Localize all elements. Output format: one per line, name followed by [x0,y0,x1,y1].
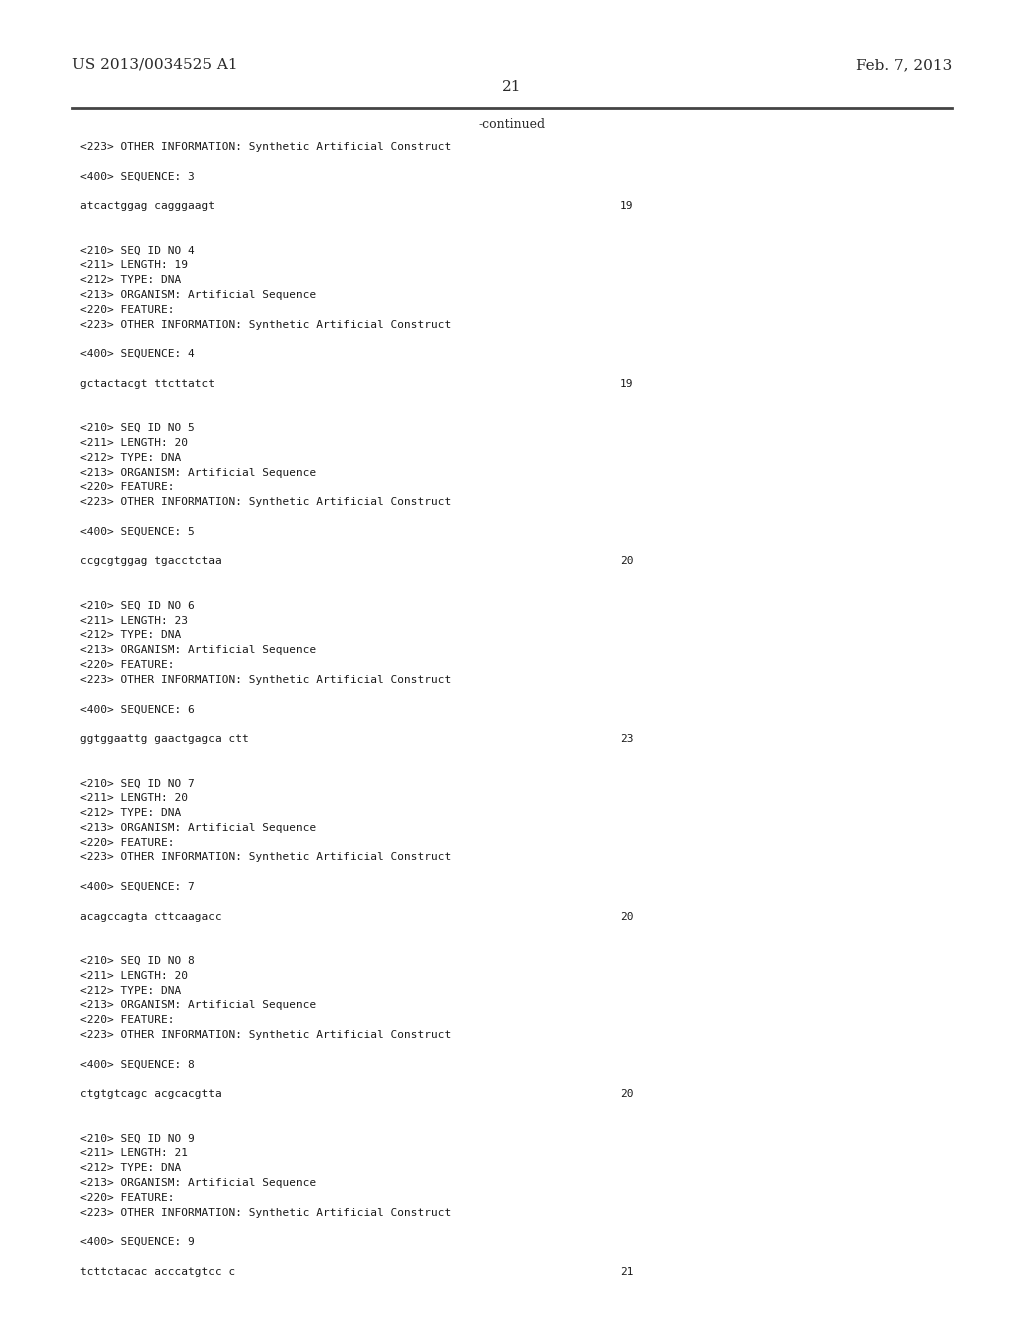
Text: <223> OTHER INFORMATION: Synthetic Artificial Construct: <223> OTHER INFORMATION: Synthetic Artif… [80,675,452,685]
Text: <220> FEATURE:: <220> FEATURE: [80,1193,174,1203]
Text: <211> LENGTH: 21: <211> LENGTH: 21 [80,1148,188,1159]
Text: <223> OTHER INFORMATION: Synthetic Artificial Construct: <223> OTHER INFORMATION: Synthetic Artif… [80,319,452,330]
Text: <212> TYPE: DNA: <212> TYPE: DNA [80,631,181,640]
Text: <210> SEQ ID NO 6: <210> SEQ ID NO 6 [80,601,195,611]
Text: <400> SEQUENCE: 6: <400> SEQUENCE: 6 [80,705,195,714]
Text: ggtggaattg gaactgagca ctt: ggtggaattg gaactgagca ctt [80,734,249,744]
Text: <400> SEQUENCE: 7: <400> SEQUENCE: 7 [80,882,195,892]
Text: <213> ORGANISM: Artificial Sequence: <213> ORGANISM: Artificial Sequence [80,290,316,300]
Text: <210> SEQ ID NO 7: <210> SEQ ID NO 7 [80,779,195,788]
Text: <211> LENGTH: 19: <211> LENGTH: 19 [80,260,188,271]
Text: <220> FEATURE:: <220> FEATURE: [80,305,174,314]
Text: <211> LENGTH: 23: <211> LENGTH: 23 [80,615,188,626]
Text: <211> LENGTH: 20: <211> LENGTH: 20 [80,438,188,447]
Text: <213> ORGANISM: Artificial Sequence: <213> ORGANISM: Artificial Sequence [80,467,316,478]
Text: <212> TYPE: DNA: <212> TYPE: DNA [80,453,181,463]
Text: <220> FEATURE:: <220> FEATURE: [80,1015,174,1026]
Text: <210> SEQ ID NO 8: <210> SEQ ID NO 8 [80,956,195,966]
Text: ctgtgtcagc acgcacgtta: ctgtgtcagc acgcacgtta [80,1089,222,1100]
Text: <213> ORGANISM: Artificial Sequence: <213> ORGANISM: Artificial Sequence [80,822,316,833]
Text: <211> LENGTH: 20: <211> LENGTH: 20 [80,793,188,803]
Text: 19: 19 [620,379,634,389]
Text: <213> ORGANISM: Artificial Sequence: <213> ORGANISM: Artificial Sequence [80,645,316,655]
Text: -continued: -continued [478,117,546,131]
Text: <223> OTHER INFORMATION: Synthetic Artificial Construct: <223> OTHER INFORMATION: Synthetic Artif… [80,143,452,152]
Text: US 2013/0034525 A1: US 2013/0034525 A1 [72,58,238,73]
Text: <400> SEQUENCE: 8: <400> SEQUENCE: 8 [80,1060,195,1069]
Text: 21: 21 [620,1267,634,1276]
Text: <400> SEQUENCE: 9: <400> SEQUENCE: 9 [80,1237,195,1247]
Text: <223> OTHER INFORMATION: Synthetic Artificial Construct: <223> OTHER INFORMATION: Synthetic Artif… [80,1208,452,1217]
Text: <220> FEATURE:: <220> FEATURE: [80,660,174,671]
Text: tcttctacac acccatgtcc c: tcttctacac acccatgtcc c [80,1267,236,1276]
Text: <211> LENGTH: 20: <211> LENGTH: 20 [80,970,188,981]
Text: <210> SEQ ID NO 9: <210> SEQ ID NO 9 [80,1134,195,1143]
Text: atcactggag cagggaagt: atcactggag cagggaagt [80,201,215,211]
Text: 21: 21 [502,81,522,94]
Text: acagccagta cttcaagacc: acagccagta cttcaagacc [80,912,222,921]
Text: <400> SEQUENCE: 4: <400> SEQUENCE: 4 [80,350,195,359]
Text: 20: 20 [620,1089,634,1100]
Text: 20: 20 [620,557,634,566]
Text: <223> OTHER INFORMATION: Synthetic Artificial Construct: <223> OTHER INFORMATION: Synthetic Artif… [80,853,452,862]
Text: <223> OTHER INFORMATION: Synthetic Artificial Construct: <223> OTHER INFORMATION: Synthetic Artif… [80,498,452,507]
Text: <223> OTHER INFORMATION: Synthetic Artificial Construct: <223> OTHER INFORMATION: Synthetic Artif… [80,1030,452,1040]
Text: 20: 20 [620,912,634,921]
Text: <210> SEQ ID NO 4: <210> SEQ ID NO 4 [80,246,195,256]
Text: <212> TYPE: DNA: <212> TYPE: DNA [80,986,181,995]
Text: <212> TYPE: DNA: <212> TYPE: DNA [80,275,181,285]
Text: ccgcgtggag tgacctctaa: ccgcgtggag tgacctctaa [80,557,222,566]
Text: <212> TYPE: DNA: <212> TYPE: DNA [80,1163,181,1173]
Text: <400> SEQUENCE: 3: <400> SEQUENCE: 3 [80,172,195,182]
Text: <220> FEATURE:: <220> FEATURE: [80,838,174,847]
Text: <400> SEQUENCE: 5: <400> SEQUENCE: 5 [80,527,195,537]
Text: <212> TYPE: DNA: <212> TYPE: DNA [80,808,181,818]
Text: gctactacgt ttcttatct: gctactacgt ttcttatct [80,379,215,389]
Text: <220> FEATURE:: <220> FEATURE: [80,482,174,492]
Text: <213> ORGANISM: Artificial Sequence: <213> ORGANISM: Artificial Sequence [80,1001,316,1010]
Text: 19: 19 [620,201,634,211]
Text: <210> SEQ ID NO 5: <210> SEQ ID NO 5 [80,424,195,433]
Text: 23: 23 [620,734,634,744]
Text: <213> ORGANISM: Artificial Sequence: <213> ORGANISM: Artificial Sequence [80,1177,316,1188]
Text: Feb. 7, 2013: Feb. 7, 2013 [856,58,952,73]
